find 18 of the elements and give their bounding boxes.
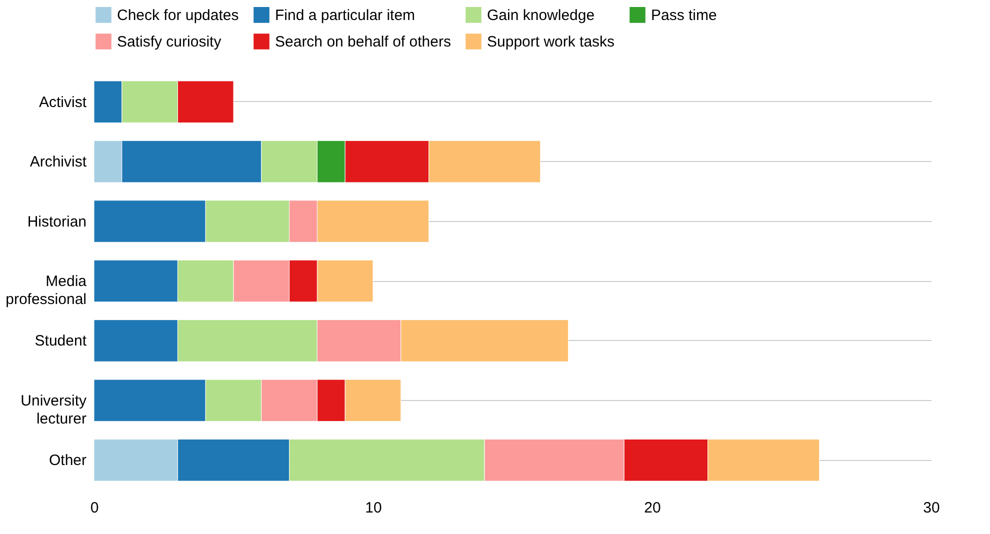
y-tick-label: Activist xyxy=(38,94,88,111)
y-tick-label: Archivist xyxy=(30,154,88,171)
x-tick-label: 0 xyxy=(90,500,99,516)
legend-label: Find a particular item xyxy=(275,6,416,24)
legend-label: Support work tasks xyxy=(487,34,615,50)
y-tick-label: Media professional xyxy=(6,273,88,308)
legend-label: Search on behalf of others xyxy=(275,34,451,50)
legend-label: Gain knowledge xyxy=(487,6,595,24)
x-tick-label: 30 xyxy=(923,500,940,516)
y-tick-label: Student xyxy=(34,332,88,350)
legend-label: Pass time xyxy=(651,6,717,24)
y-tick-label: Other xyxy=(48,452,87,470)
legend-label: Check for updates xyxy=(117,6,239,24)
y-tick-label: Historian xyxy=(27,213,86,230)
y-tick-label: University lecturer xyxy=(20,392,87,428)
legend-label: Satisfy curiosity xyxy=(117,34,222,50)
x-tick-label: 10 xyxy=(365,500,382,516)
x-tick-label: 20 xyxy=(644,500,661,516)
